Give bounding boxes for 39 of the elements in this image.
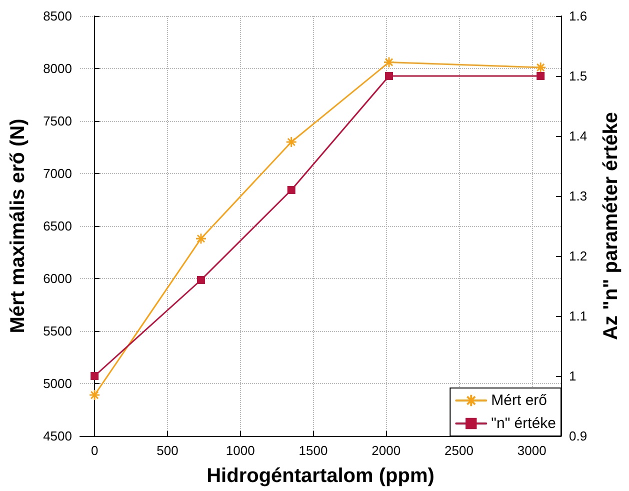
legend-label: "n" értéke bbox=[491, 415, 556, 432]
y-tick-label: 4500 bbox=[43, 428, 72, 444]
point bbox=[90, 372, 99, 380]
point bbox=[383, 56, 395, 68]
y2-tick-label: 0.9 bbox=[569, 428, 588, 444]
x-tick-label: 500 bbox=[156, 443, 178, 458]
point bbox=[534, 62, 546, 74]
y2-tick-label: 1 bbox=[569, 368, 576, 384]
y-tick-label: 6000 bbox=[43, 271, 72, 286]
x-tick-label: 3000 bbox=[517, 443, 546, 458]
y2-tick-label: 1.6 bbox=[569, 8, 588, 24]
x-tick-label: 2500 bbox=[444, 443, 474, 458]
point bbox=[536, 72, 545, 80]
y-tick-label: 7500 bbox=[43, 114, 72, 128]
y-tick-label: 7000 bbox=[43, 166, 72, 181]
y2-tick-label: 1.5 bbox=[569, 68, 588, 84]
y-tick-label: 8500 bbox=[43, 8, 72, 24]
x-tick-label: 1000 bbox=[226, 443, 255, 458]
x-tick-label: 2000 bbox=[372, 443, 401, 458]
y2-axis-title: Az "n" paraméter értéke bbox=[600, 112, 622, 340]
point bbox=[196, 276, 205, 284]
y2-tick-label: 1.1 bbox=[569, 308, 588, 324]
point bbox=[195, 232, 207, 244]
x-tick-label: 0 bbox=[90, 443, 98, 458]
point bbox=[385, 72, 394, 80]
y2-tick-label: 1.2 bbox=[569, 248, 588, 264]
point bbox=[88, 389, 100, 401]
y2-tick-label: 1.3 bbox=[569, 188, 588, 204]
legend-label: Mért erő bbox=[491, 392, 548, 409]
x-tick-label: 1500 bbox=[298, 443, 328, 458]
y-tick-label: 5000 bbox=[43, 376, 72, 391]
y-tick-label: 5500 bbox=[43, 324, 72, 338]
y-tick-label: 6500 bbox=[43, 218, 72, 234]
y-tick-label: 8000 bbox=[43, 61, 72, 76]
x-axis-title: Hidrogéntartalom (ppm) bbox=[206, 465, 434, 487]
point bbox=[286, 136, 298, 148]
point bbox=[287, 186, 296, 194]
y-axis-title: Mért maximális erő (N) bbox=[7, 118, 29, 334]
y2-tick-label: 1.4 bbox=[569, 128, 588, 144]
